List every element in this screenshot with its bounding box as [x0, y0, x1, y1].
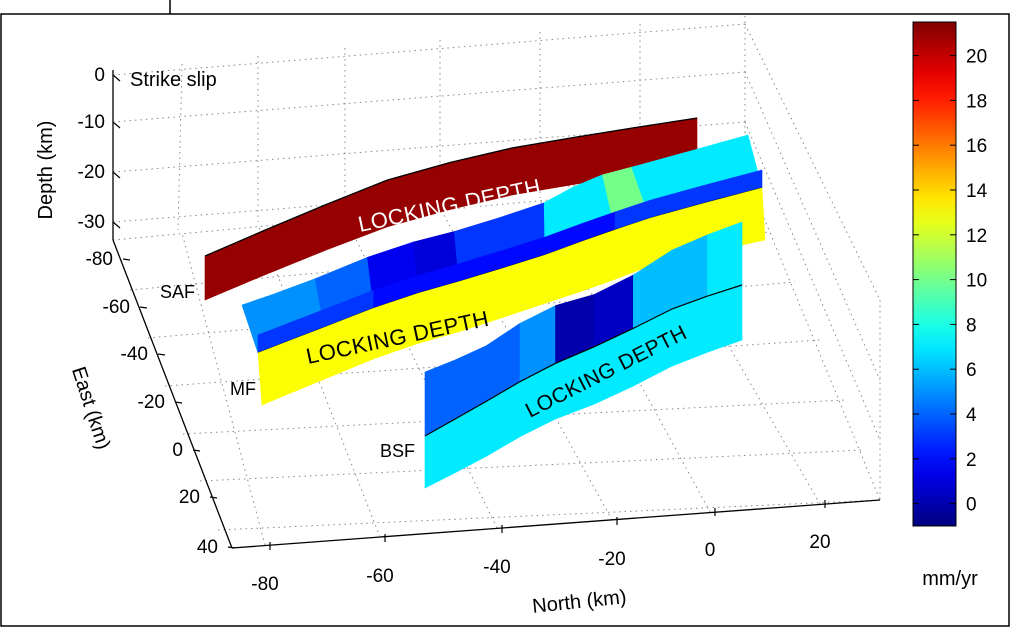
- north-tick-label: 0: [705, 540, 716, 561]
- bsf-upper-patch: [707, 221, 743, 297]
- east-tick: [192, 449, 201, 452]
- east-axis-label: East (km): [67, 364, 114, 452]
- east-tick-label: 20: [179, 487, 200, 508]
- fault-label-bsf: BSF: [380, 441, 415, 461]
- east-tick-label: -20: [138, 392, 165, 413]
- depth-tick: [112, 121, 121, 129]
- saf-patch: [204, 229, 265, 301]
- colorbar-ticks: 0 2 4 6 8 10 12 14 16 18 20: [913, 47, 988, 516]
- colorbar-tick-label: 20: [966, 47, 987, 68]
- east-tick: [174, 401, 183, 404]
- east-tick-label: -40: [121, 344, 148, 365]
- east-tick: [157, 353, 166, 356]
- east-tick: [122, 258, 131, 261]
- figure-border: [0, 13, 1010, 627]
- depth-tick: [112, 74, 121, 82]
- colorbar-tick-label: 10: [966, 271, 987, 292]
- mf-deep-patch: [257, 340, 291, 406]
- colorbar-tick-label: 12: [966, 226, 987, 247]
- east-tick: [209, 496, 218, 499]
- fault-surfaces: [204, 117, 766, 489]
- east-tick-label: -80: [86, 249, 113, 270]
- colorbar-tick-label: 2: [966, 450, 977, 471]
- east-tick-label: 0: [172, 440, 183, 461]
- grid-line: [744, 121, 881, 441]
- grid-line: [199, 449, 863, 482]
- grid-line: [744, 171, 881, 501]
- colorbar-tick-label: 4: [966, 405, 977, 426]
- panel-label: Strike slip: [130, 69, 217, 91]
- colorbar-tick-label: 0: [966, 495, 977, 516]
- grid-line: [177, 63, 183, 231]
- depth-tick: [112, 171, 121, 179]
- north-tick-label: -20: [598, 549, 625, 570]
- north-axis-line: [231, 499, 881, 549]
- saf-patch: [264, 204, 326, 276]
- saf-top-edge: [204, 117, 698, 257]
- north-tick-label: -40: [483, 557, 510, 578]
- grid-line: [112, 23, 746, 76]
- colorbar-tick-label: 18: [966, 91, 987, 112]
- north-axis-label: North (km): [531, 586, 627, 618]
- depth-tick-label: -20: [78, 162, 105, 183]
- grid-line: [744, 71, 881, 381]
- east-tick-label: -60: [103, 297, 130, 318]
- bsf-lower-patch: [707, 284, 743, 353]
- depth-axis-label: Depth (km): [35, 121, 57, 220]
- fault-label-saf: SAF: [160, 282, 195, 302]
- north-tick-label: -60: [366, 566, 393, 587]
- east-tick-label: 40: [197, 537, 218, 558]
- east-tick: [227, 546, 236, 549]
- north-tick-label: 20: [809, 532, 830, 553]
- bsf-locking-line: [424, 284, 743, 437]
- grid-line: [112, 71, 746, 123]
- colorbar-tick-label: 14: [966, 181, 988, 202]
- east-axis-line: [112, 239, 233, 549]
- axes-lines: [112, 70, 881, 549]
- grid-line: [217, 499, 881, 531]
- colorbar: [912, 21, 957, 527]
- grid-line: [257, 224, 381, 538]
- depth-tick-label: 0: [94, 65, 105, 86]
- depth-tick-label: -30: [78, 212, 105, 233]
- depth-tick-label: -10: [78, 112, 105, 133]
- colorbar-unit-label: mm/yr: [922, 568, 978, 590]
- tick-labels: 0 -10 -20 -30 -80 -60 -40 -20 0 20 40 -80 -60 -40 -20 0…: [78, 65, 831, 595]
- depth-tick: [112, 221, 121, 229]
- fault-label-mf: MF: [230, 379, 256, 399]
- grid-line: [744, 23, 881, 301]
- east-tick: [139, 306, 148, 309]
- colorbar-tick-label: 16: [966, 136, 987, 157]
- colorbar-tick-label: 6: [966, 360, 977, 381]
- colorbar-tick-label: 8: [966, 315, 977, 336]
- north-tick-label: -80: [251, 574, 278, 595]
